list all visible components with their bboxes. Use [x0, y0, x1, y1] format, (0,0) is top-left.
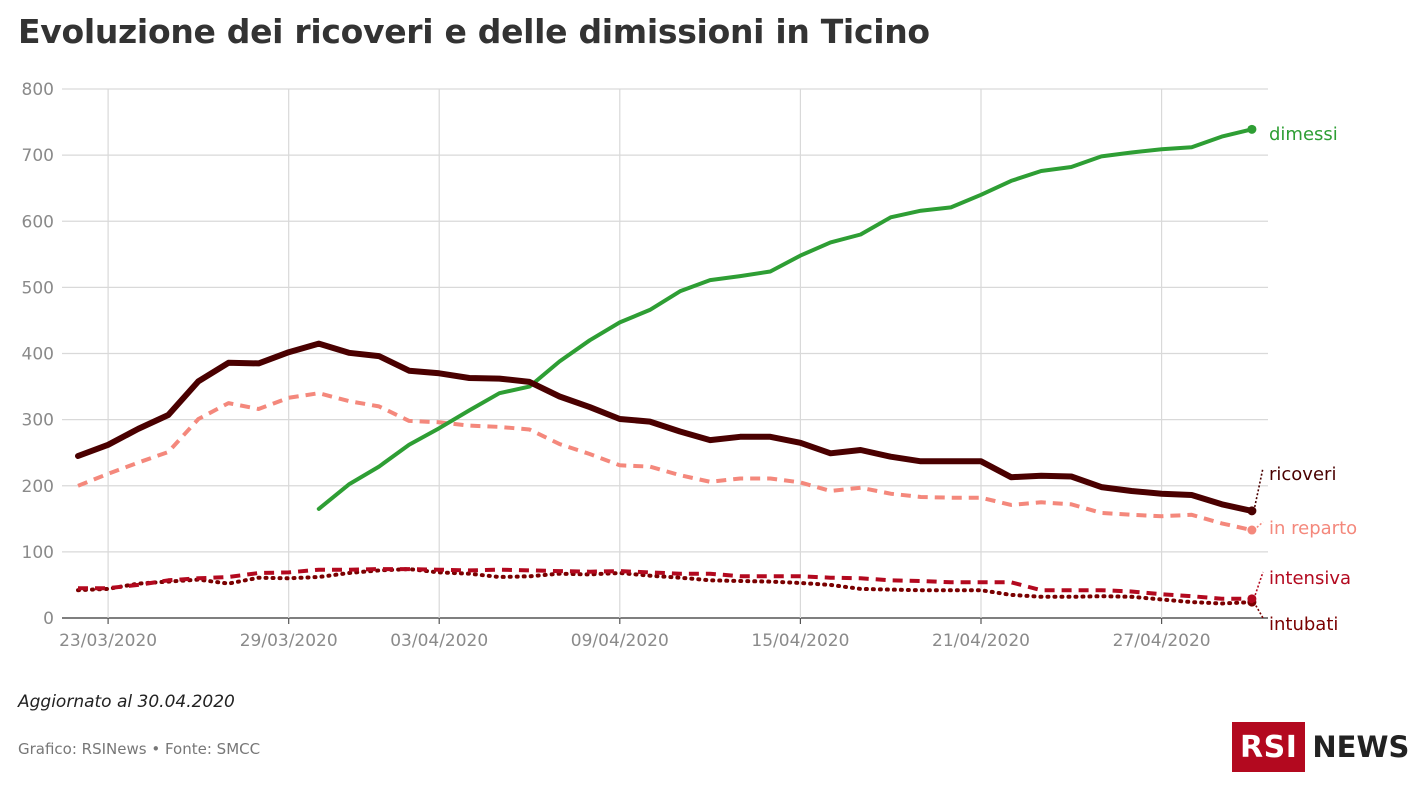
leader-line [1253, 467, 1264, 512]
leader-line [1253, 571, 1264, 600]
series-line-ricoveri [75, 340, 1255, 514]
x-axis-ticks: 23/03/2020 29/03/2020 03/04/2020 09/04/2020… [59, 618, 1211, 651]
y-tick-label: 400 [22, 345, 54, 365]
series-line-intensiva [78, 567, 1252, 601]
series-line-dimessi [316, 127, 1254, 511]
y-tick-label: 800 [22, 80, 54, 100]
x-tick-label: 15/04/2020 [751, 631, 849, 651]
y-tick-label: 200 [22, 477, 54, 497]
logo-news-text: NEWS [1312, 730, 1408, 764]
x-tick-label: 09/04/2020 [571, 631, 669, 651]
series-lines [75, 124, 1257, 607]
line-chart: 0 100 200 300 400 500 600 700 800 23/03/2020 29/0… [22, 80, 1358, 651]
series-labels: ricoveri in reparto dimessi intensiva intuba… [1253, 124, 1357, 635]
series-endpoint-intensiva [1247, 594, 1257, 604]
leader-line [1253, 601, 1264, 619]
x-tick-label: 23/03/2020 [59, 631, 157, 651]
source-note: Grafico: RSINews • Fonte: SMCC [18, 740, 261, 758]
series-label-in-reparto: in reparto [1269, 518, 1357, 539]
chart-title: Evoluzione dei ricoveri e delle dimissio… [18, 12, 930, 51]
series-endpoint-dimessi [1247, 124, 1257, 134]
grid-lines [62, 88, 1268, 619]
series-line-intubati [76, 567, 1254, 606]
series-label-dimessi: dimessi [1269, 124, 1338, 145]
y-tick-label: 300 [22, 411, 54, 431]
series-endpoint-ricoveri [1247, 506, 1257, 516]
y-tick-label: 100 [22, 543, 54, 563]
series-label-intubati: intubati [1269, 614, 1338, 635]
x-tick-label: 29/03/2020 [240, 631, 338, 651]
series-label-ricoveri: ricoveri [1269, 464, 1336, 485]
leader-line [1253, 521, 1264, 531]
y-tick-label: 600 [22, 212, 54, 232]
x-tick-label: 27/04/2020 [1113, 631, 1211, 651]
rsi-news-logo: RSI NEWS [1232, 722, 1408, 772]
x-tick-label: 21/04/2020 [932, 631, 1030, 651]
y-axis-ticks: 0 100 200 300 400 500 600 700 800 [22, 80, 54, 629]
series-label-intensiva: intensiva [1269, 568, 1351, 589]
updated-note: Aggiornato al 30.04.2020 [18, 692, 235, 712]
y-tick-label: 700 [22, 146, 54, 166]
series-endpoint-in-reparto [1247, 525, 1257, 535]
y-tick-label: 500 [22, 278, 54, 298]
logo-rsi-block: RSI [1232, 722, 1306, 772]
x-tick-label: 03/04/2020 [390, 631, 488, 651]
series-line-in-reparto [77, 391, 1253, 533]
y-tick-label: 0 [43, 609, 54, 629]
